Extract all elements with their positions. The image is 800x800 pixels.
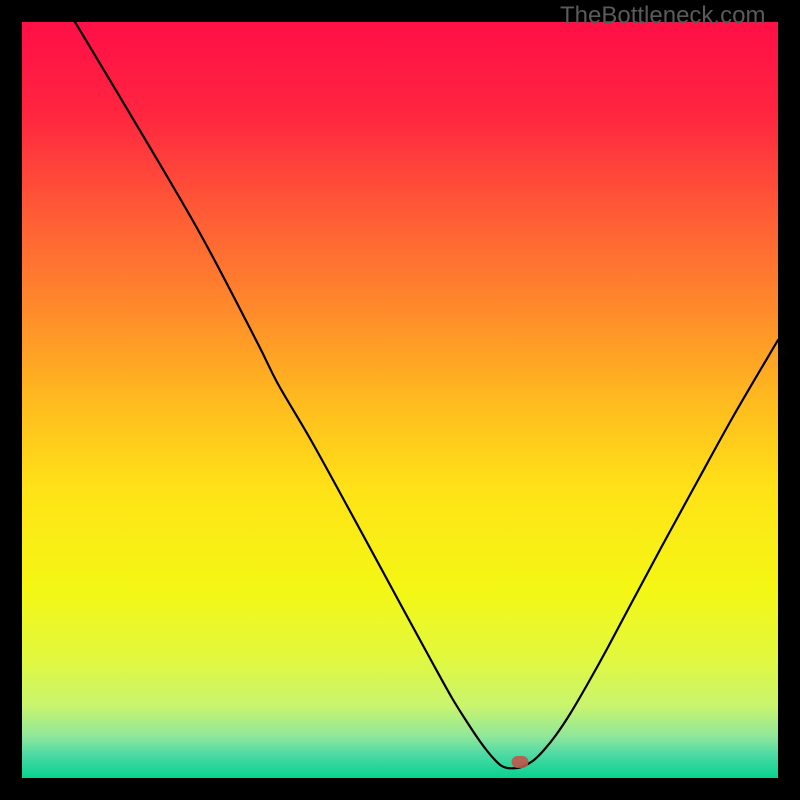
- marker-dot: [512, 756, 529, 768]
- plot-area: [22, 22, 778, 778]
- watermark-text: TheBottleneck.com: [560, 2, 765, 30]
- curve-layer: [22, 22, 778, 778]
- bottleneck-curve: [75, 22, 778, 768]
